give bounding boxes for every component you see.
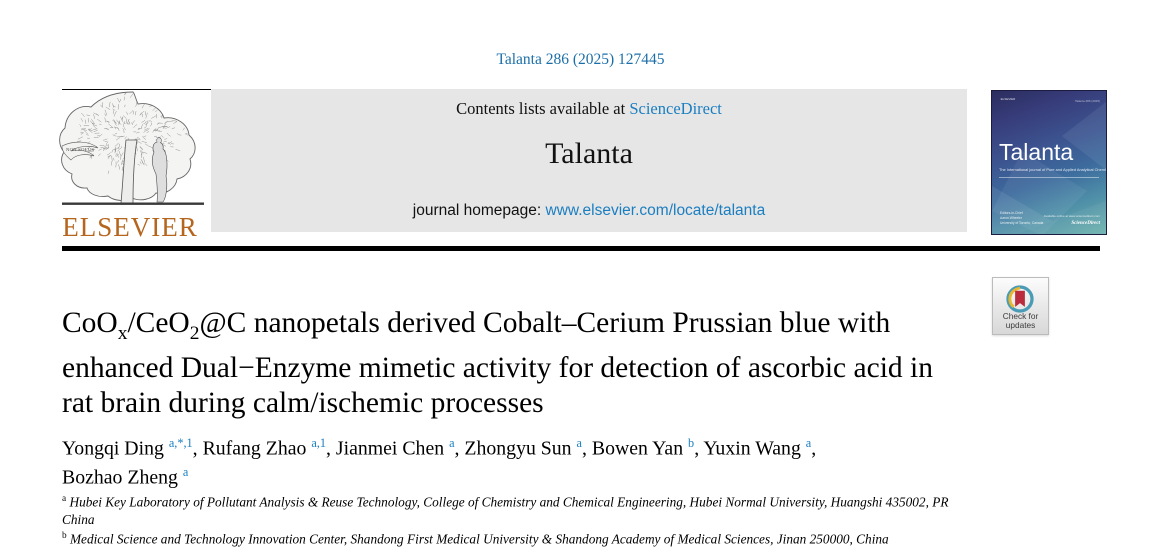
svg-text:NON SOLUS: NON SOLUS	[66, 147, 94, 152]
